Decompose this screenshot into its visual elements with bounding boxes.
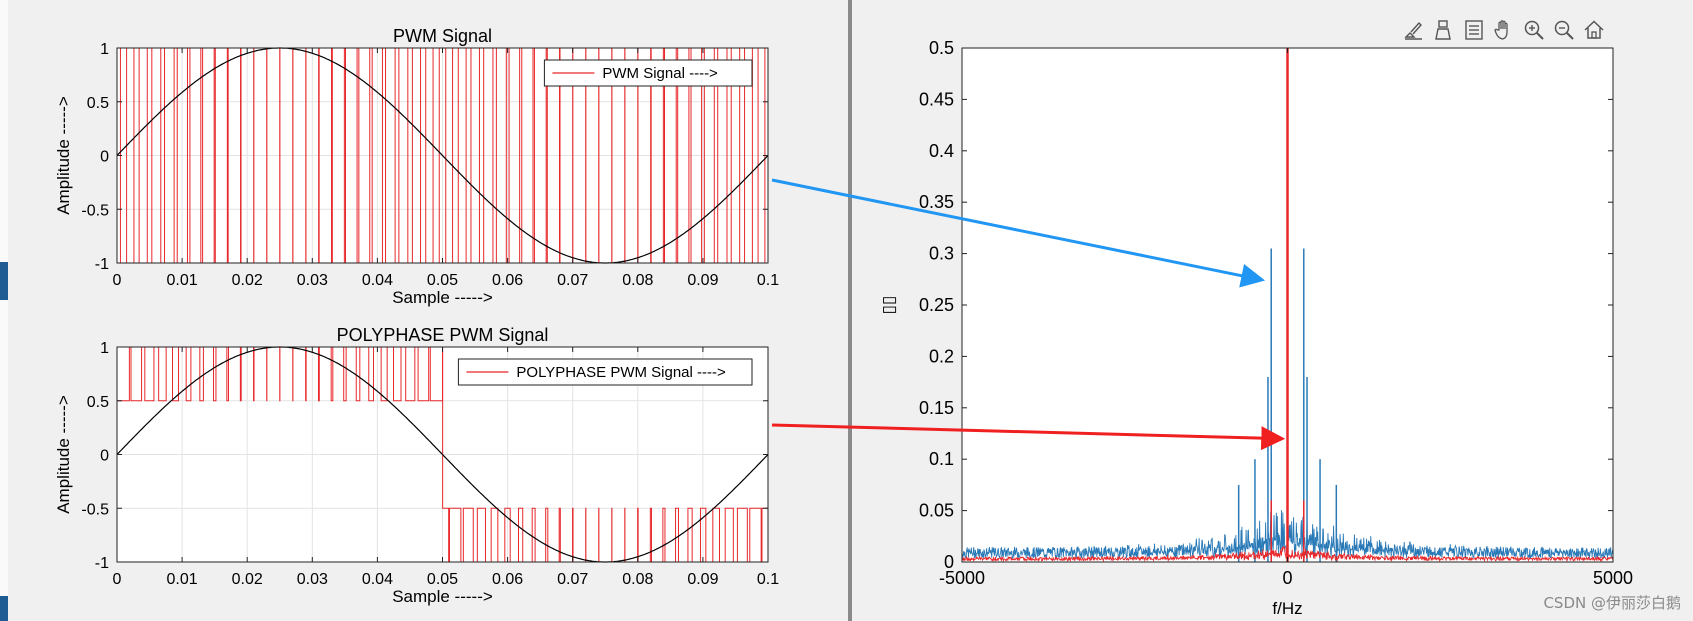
y-tick-label: 0.5: [87, 95, 109, 112]
x-tick-label: 0.1: [757, 272, 779, 289]
annotation-arrow-red: [771, 423, 1286, 451]
y-tick-label: -1: [95, 555, 109, 572]
series-group: [116, 346, 769, 563]
y-tick-label: 0: [100, 149, 109, 166]
y-tick-label: 0.15: [919, 398, 954, 418]
x-tick-label: 0.08: [622, 272, 653, 289]
y-axis-label: Amplitude ----->: [54, 395, 73, 514]
annotation-arrow-blue: [771, 178, 1266, 288]
y-tick-label: 0.1: [929, 449, 954, 469]
x-tick-label: 0.07: [557, 571, 588, 588]
zoom-in-icon[interactable]: [1520, 16, 1548, 44]
y-tick-label: 0.45: [919, 89, 954, 109]
watermark: CSDN @伊丽莎白鹅: [1543, 594, 1681, 612]
x-tick-label: 0: [113, 272, 122, 289]
y-tick-label: -0.5: [81, 501, 109, 518]
x-tick-label: 0.03: [297, 272, 328, 289]
legend-icon[interactable]: [1460, 16, 1488, 44]
x-tick-label: 0.02: [232, 571, 263, 588]
y-tick-label: -1: [95, 256, 109, 273]
x-tick-label: 0.08: [622, 571, 653, 588]
y-tick-label: 0.35: [919, 192, 954, 212]
x-tick-label: 0.06: [492, 272, 523, 289]
x-tick-label: 0.07: [557, 272, 588, 289]
sine-reference-line: [116, 47, 769, 264]
x-tick-label: 0.01: [167, 571, 198, 588]
axes-frame: [116, 47, 769, 264]
y-tick-label: 0: [100, 448, 109, 465]
y-tick-label: 0.25: [919, 295, 954, 315]
y-tick-label: 1: [100, 340, 109, 357]
y-axis-label: ▯▯: [879, 296, 898, 315]
x-tick-label: 0.1: [757, 571, 779, 588]
brush-icon[interactable]: [1400, 16, 1428, 44]
y-tick-label: 0.4: [929, 141, 954, 161]
y-tick-label: 0.05: [919, 501, 954, 521]
y-tick-label: 0.2: [929, 346, 954, 366]
sine-reference-line: [116, 346, 769, 563]
y-tick-label: -0.5: [81, 202, 109, 219]
axes-3: -5000 0 500000.050.10.150.20.250.30.350.40…: [879, 38, 1633, 618]
y-tick-label: 0.3: [929, 244, 954, 264]
x-tick-label: 0.09: [687, 571, 718, 588]
x-tick-label: 0.02: [232, 272, 263, 289]
x-tick-label: 0.05: [427, 571, 458, 588]
axes-frame: [961, 47, 1614, 563]
x-axis-label: Sample ----->: [392, 288, 493, 307]
axes-2: 0 0.01 0.02 0.03 0.04 0.05 0.06 0.07 0.08 0.09 0.1…: [54, 325, 779, 606]
y-tick-label: 0: [944, 552, 954, 572]
y-tick-label: 0.5: [87, 394, 109, 411]
x-tick-label: 0.01: [167, 272, 198, 289]
x-tick-label: 0: [1282, 568, 1292, 588]
y-axis-label: Amplitude ----->: [54, 96, 73, 215]
x-tick-label: 0.04: [362, 571, 393, 588]
x-tick-label: 0.05: [427, 272, 458, 289]
x-tick-label: 0.03: [297, 571, 328, 588]
x-tick-label: 0.06: [492, 571, 523, 588]
background-window-edge: [0, 0, 8, 621]
x-axis-label: f/Hz: [1272, 599, 1302, 618]
x-tick-label: 5000: [1593, 568, 1633, 588]
legend-entry: POLYPHASE PWM Signal ---->: [516, 364, 726, 381]
x-axis-label: Sample ----->: [392, 587, 493, 606]
axes-frame: [116, 346, 769, 563]
x-tick-label: -5000: [939, 568, 985, 588]
chart-title: POLYPHASE PWM Signal: [337, 325, 549, 345]
legend-entry: PWM Signal ---->: [602, 65, 718, 82]
y-tick-label: 1: [100, 41, 109, 58]
chart-title: PWM Signal: [393, 26, 492, 46]
zoom-out-icon[interactable]: [1550, 16, 1578, 44]
data-tips-icon[interactable]: [1430, 16, 1458, 44]
pwm-series-line: [117, 346, 768, 563]
series-group: [961, 48, 1614, 563]
x-tick-label: 0: [113, 571, 122, 588]
axes-toolbar: [1400, 16, 1608, 46]
x-tick-label: 0.04: [362, 272, 393, 289]
window-divider: [848, 0, 852, 621]
pan-hand-icon[interactable]: [1490, 16, 1518, 44]
home-icon[interactable]: [1580, 16, 1608, 44]
axes-1: 0 0.01 0.02 0.03 0.04 0.05 0.06 0.07 0.08 0.09 0.1…: [54, 26, 779, 307]
y-tick-label: 0.5: [929, 38, 954, 58]
x-tick-label: 0.09: [687, 272, 718, 289]
